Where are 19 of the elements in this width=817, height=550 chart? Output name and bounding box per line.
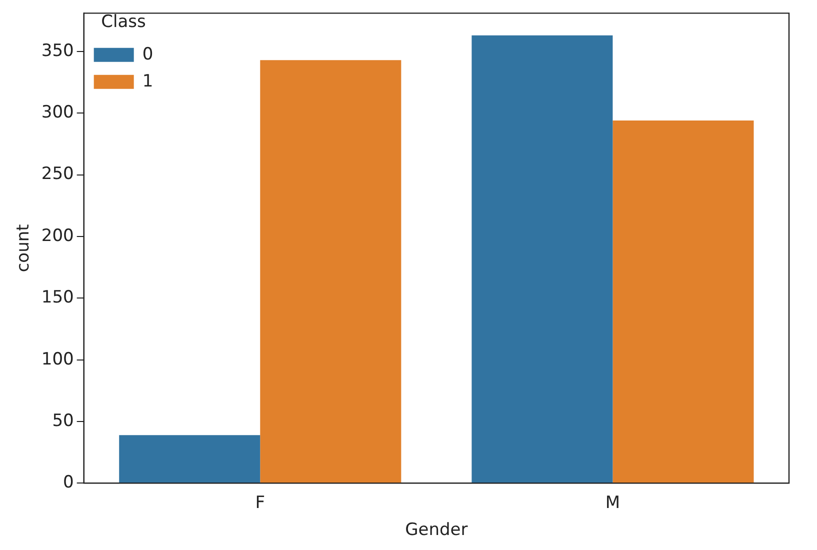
y-axis-title: count (14, 224, 34, 272)
bar (472, 35, 613, 483)
y-tick-label: 150 (41, 288, 74, 308)
y-tick-label: 50 (52, 410, 74, 431)
y-tick-label: 250 (41, 164, 74, 184)
x-tick-label: M (605, 492, 620, 513)
bar (612, 120, 754, 483)
legend-label: 1 (142, 71, 154, 92)
x-tick-label: F (255, 492, 266, 513)
y-tick-label: 200 (41, 226, 74, 246)
y-tick-label: 350 (41, 40, 74, 61)
y-tick-label: 100 (41, 349, 74, 370)
bar (119, 435, 260, 483)
x-axis-title: Gender (405, 520, 468, 540)
legend-label: 0 (142, 44, 154, 64)
bar (260, 60, 402, 483)
y-tick-label: 300 (41, 102, 74, 123)
y-tick-label: 0 (63, 472, 74, 493)
legend-title: Class (101, 12, 146, 32)
